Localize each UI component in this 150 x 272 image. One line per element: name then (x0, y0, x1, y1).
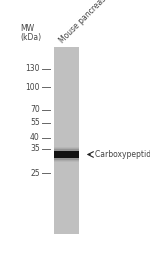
Text: 130: 130 (25, 64, 40, 73)
Bar (54, 47, 79, 234)
Text: 35: 35 (30, 144, 40, 153)
Bar (54, 159, 79, 161)
Bar (54, 148, 79, 149)
Bar (54, 147, 79, 148)
Text: 25: 25 (30, 169, 40, 178)
Bar (54, 158, 79, 160)
Bar (54, 161, 79, 162)
Bar (54, 149, 79, 150)
Text: Carboxypeptidase B: Carboxypeptidase B (96, 150, 150, 159)
Text: 100: 100 (25, 83, 40, 92)
Text: 70: 70 (30, 105, 40, 114)
Text: Mouse pancreas: Mouse pancreas (58, 0, 108, 45)
Text: 40: 40 (30, 133, 40, 142)
Bar (54, 150, 79, 159)
Text: 55: 55 (30, 118, 40, 127)
Text: MW: MW (20, 24, 34, 33)
Text: (kDa): (kDa) (20, 33, 41, 42)
